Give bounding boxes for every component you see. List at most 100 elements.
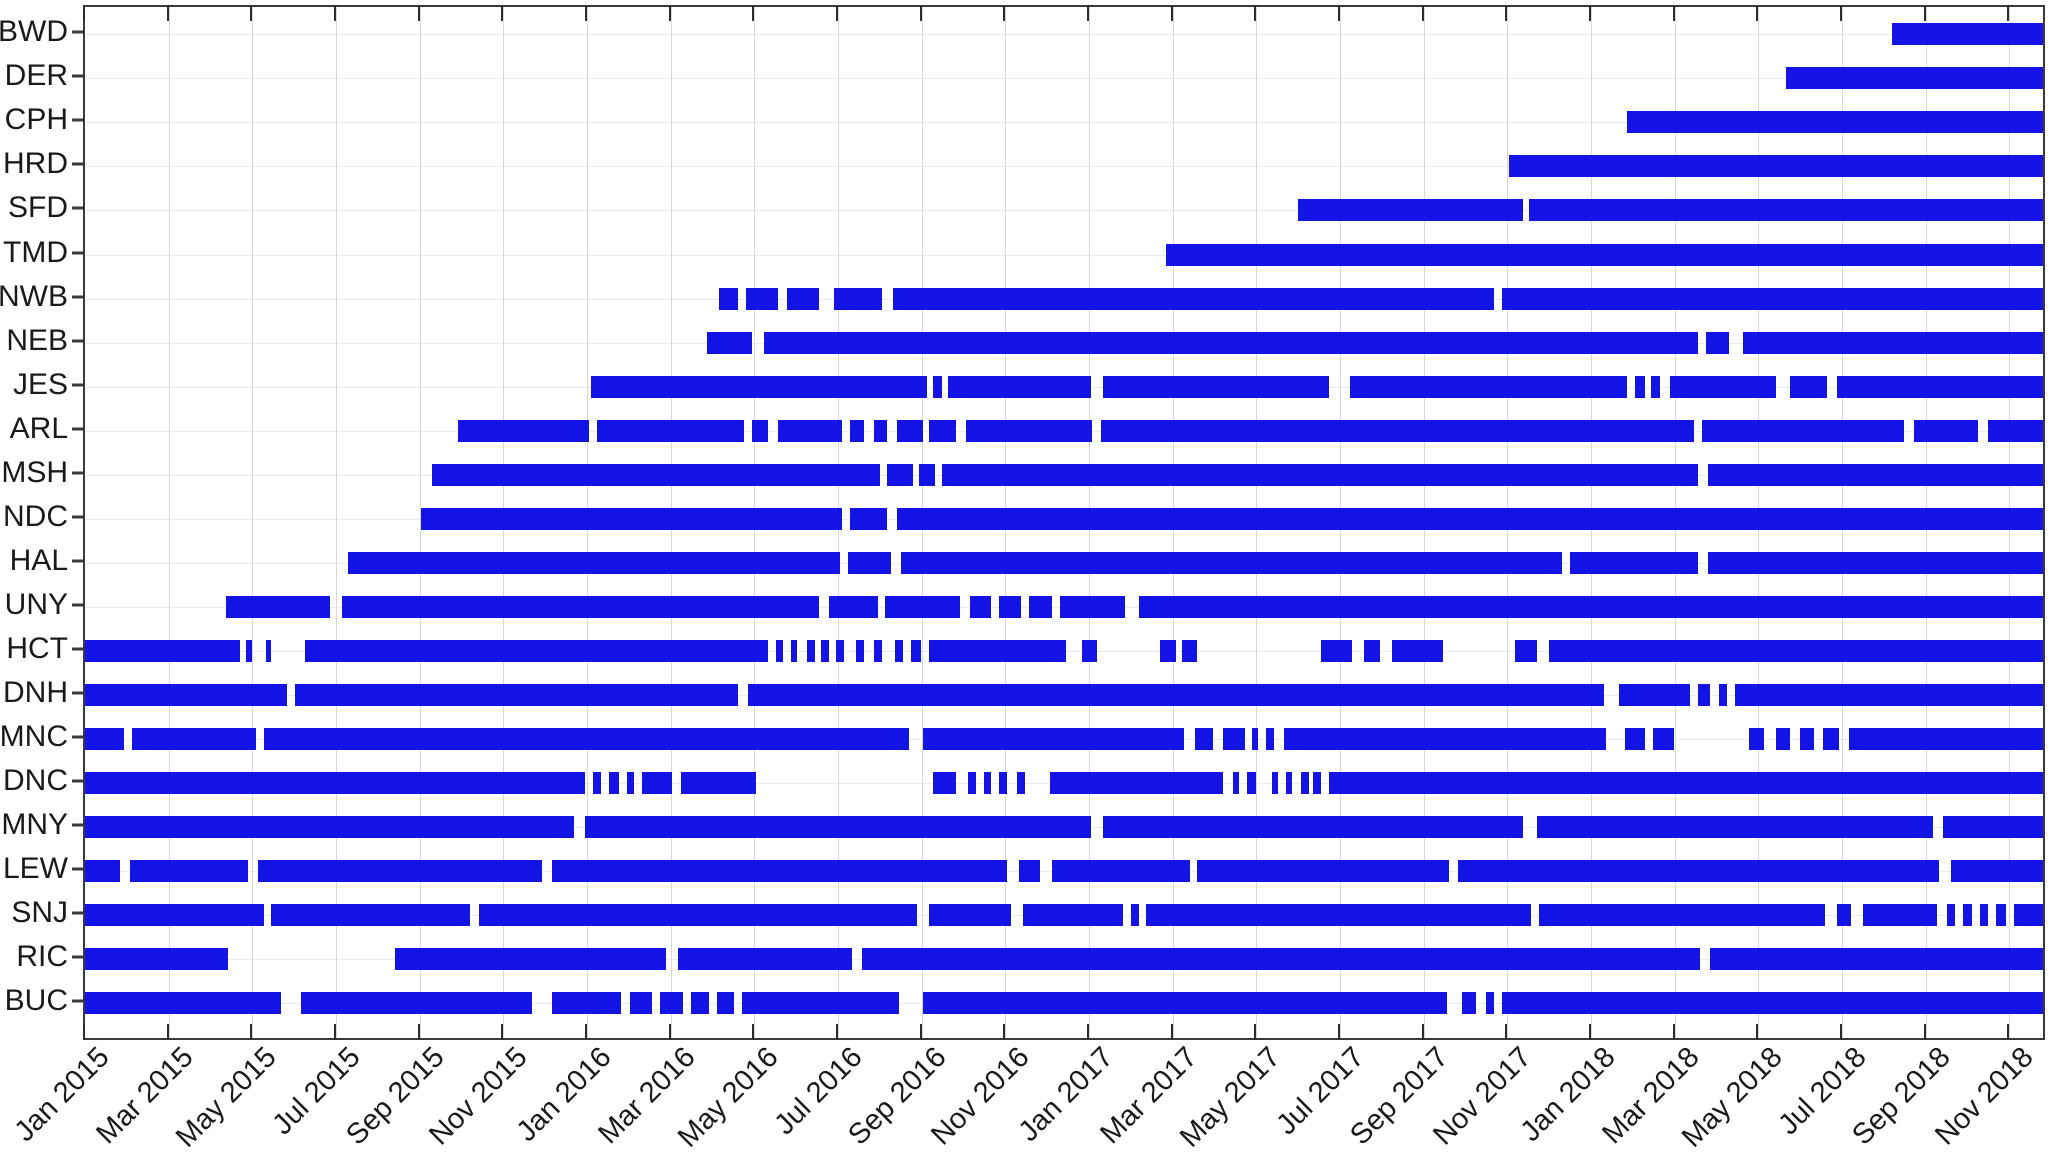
timeline-bar-segment [1892, 23, 2043, 46]
y-axis-tick-mark [72, 74, 85, 78]
timeline-bar-segment [820, 639, 829, 662]
x-axis-tick-mark-bottom [1338, 1024, 1340, 1040]
timeline-bar-segment [850, 507, 888, 530]
timeline-bar-segment [1146, 904, 1531, 927]
timeline-bar-segment [1570, 551, 1698, 574]
y-axis-tick-mark [72, 691, 85, 695]
timeline-bar-segment [1719, 683, 1728, 706]
y-axis-tick-mark [72, 206, 85, 210]
timeline-bar-row [85, 111, 2043, 134]
horizontal-gridline [85, 78, 2043, 80]
timeline-bar-segment [626, 772, 635, 795]
y-axis-tick-mark [72, 603, 85, 607]
vertical-gridline [336, 7, 337, 1038]
timeline-bar-segment [1350, 375, 1628, 398]
timeline-bar-segment [304, 639, 768, 662]
timeline-bar-segment [828, 595, 878, 618]
timeline-bar-segment [1980, 904, 1989, 927]
timeline-bar-segment [1458, 860, 1940, 883]
y-axis-tick-label: HCT [6, 631, 68, 665]
timeline-bar-segment [932, 375, 943, 398]
timeline-bar-segment [1742, 331, 2043, 354]
timeline-bar-segment [834, 287, 882, 310]
timeline-bar-segment [1018, 860, 1041, 883]
timeline-bar-segment [642, 772, 672, 795]
timeline-bar-segment [1052, 860, 1190, 883]
timeline-bar-segment [677, 948, 853, 971]
timeline-bar-segment [1252, 727, 1259, 750]
timeline-bar-segment [457, 419, 590, 442]
timeline-bar-row [85, 155, 2043, 178]
timeline-bar-segment [1246, 772, 1257, 795]
timeline-bar-segment [922, 727, 1184, 750]
timeline-bar-segment [901, 551, 1563, 574]
timeline-bar-segment [1988, 419, 2043, 442]
timeline-bar-row [85, 199, 2043, 222]
timeline-bar-segment [1962, 904, 1973, 927]
y-axis-tick-label: LEW [2, 852, 68, 886]
timeline-bar-segment [1670, 375, 1777, 398]
y-axis-tick-label: SNJ [11, 896, 68, 930]
timeline-bar-segment [593, 772, 601, 795]
y-axis-tick-mark [72, 118, 85, 122]
timeline-bar-segment [873, 639, 882, 662]
timeline-bar-row [85, 551, 2043, 574]
y-axis-tick-mark [72, 823, 85, 827]
timeline-bar-row [85, 992, 2043, 1015]
timeline-bar-segment [1016, 772, 1025, 795]
timeline-bar-segment [777, 419, 843, 442]
timeline-bar-segment [551, 992, 621, 1015]
y-axis-tick-mark [72, 295, 85, 299]
x-axis-labels: Jan 2015 Mar 2015 May 2015 Jul 2015 Sep 2015… [0, 1041, 2067, 1173]
timeline-bar-segment [848, 551, 892, 574]
timeline-bar-segment [1138, 595, 2043, 618]
x-axis-tick-mark-bottom [836, 1024, 838, 1040]
timeline-bar-segment [1028, 595, 1053, 618]
x-axis-tick-mark-top [501, 5, 504, 21]
timeline-bar-segment [257, 860, 543, 883]
timeline-bar-segment [752, 419, 768, 442]
horizontal-gridline [85, 122, 2043, 124]
x-axis-tick-mark-bottom [1087, 1024, 1089, 1040]
timeline-bar-row [85, 639, 2043, 662]
timeline-bar-segment [1705, 331, 1730, 354]
timeline-bar-segment [969, 595, 992, 618]
horizontal-gridline [85, 210, 2043, 212]
timeline-bar-segment [1301, 772, 1310, 795]
timeline-bar-segment [1943, 816, 2043, 839]
timeline-bar-segment [983, 772, 992, 795]
x-axis-tick-mark-top [1254, 5, 1257, 21]
x-axis-tick-mark-top [752, 5, 755, 21]
x-axis-tick-mark-bottom [585, 1024, 587, 1040]
y-axis-tick-label: NEB [6, 323, 68, 357]
timeline-bar-segment [791, 639, 798, 662]
timeline-bar-segment [1321, 639, 1353, 662]
timeline-bar-segment [928, 639, 1066, 662]
timeline-bar-segment [928, 419, 957, 442]
y-axis-tick-mark [72, 427, 85, 431]
timeline-bar-segment [1995, 904, 2006, 927]
timeline-bar-segment [1462, 992, 1477, 1015]
y-axis-tick-mark [72, 559, 85, 563]
timeline-bar-segment [1538, 904, 1826, 927]
timeline-bar-segment [718, 287, 739, 310]
timeline-bar-segment [1101, 419, 1694, 442]
timeline-bar-segment [1266, 727, 1274, 750]
timeline-bar-segment [1060, 595, 1125, 618]
y-axis-tick-mark [72, 911, 85, 915]
y-axis-tick-label: NDC [3, 499, 68, 533]
timeline-bar-row [85, 683, 2043, 706]
x-axis-tick-mark-top [250, 5, 253, 21]
timeline-bar-row [85, 904, 2043, 927]
timeline-bar-segment [681, 772, 756, 795]
x-axis-tick-mark-bottom [1003, 1024, 1006, 1040]
timeline-bar-segment [836, 639, 845, 662]
timeline-bar-segment [130, 860, 248, 883]
timeline-bar-row [85, 507, 2043, 530]
timeline-bar-row [85, 727, 2043, 750]
timeline-bar-segment [1789, 375, 1828, 398]
timeline-bar-segment [1197, 860, 1449, 883]
timeline-bar-segment [1536, 816, 1934, 839]
timeline-bar-segment [787, 287, 819, 310]
horizontal-gridline [85, 34, 2043, 36]
